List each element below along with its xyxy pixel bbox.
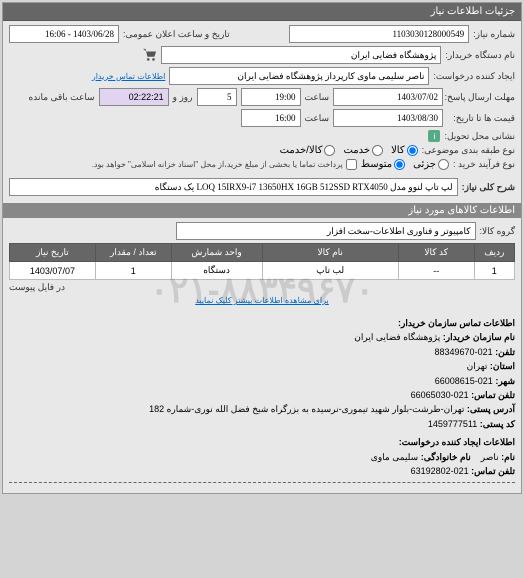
creator-phone: تلفن تماس: 021-63192802 <box>9 464 515 478</box>
th-row: ردیف <box>474 244 514 262</box>
process-radio-group: جزئی متوسط <box>361 159 449 170</box>
th-date: تاریخ نیاز <box>10 244 96 262</box>
radio-medium-input[interactable] <box>394 159 405 170</box>
radio-service[interactable]: خدمت <box>343 145 383 156</box>
contact-postal: آدرس پستی: تهران-طرشت-بلوار شهید تیموری-… <box>9 402 515 416</box>
days-input[interactable] <box>197 88 237 106</box>
td-code: -- <box>398 262 474 280</box>
announce-date-label: تاریخ و ساعت اعلان عمومی: <box>123 29 230 40</box>
row-process-type: نوع فرآیند خرید : جزئی متوسط پرداخت تمام… <box>9 159 515 170</box>
contact-org: نام سازمان خریدار: پژوهشگاه فضایی ایران <box>9 330 515 344</box>
td-qty: 1 <box>95 262 171 280</box>
payment-checkbox-input[interactable] <box>346 159 357 170</box>
contact-province: استان: تهران <box>9 359 515 373</box>
contact-phone: تلفن: 021-88349670 <box>9 345 515 359</box>
row-general-desc: شرح کلی نیاز: <box>9 178 515 196</box>
radio-small[interactable]: جزئی <box>413 159 449 170</box>
general-desc-label: شرح کلی نیاز: <box>462 182 515 193</box>
delivery-place-label: نشانی محل تحویل: <box>444 131 515 142</box>
contact-city: شهر: 021-66008615 <box>9 374 515 388</box>
creator-input[interactable] <box>169 67 429 85</box>
goods-section-title: اطلاعات کالاهای مورد نیاز <box>3 203 521 218</box>
deadline-date-input[interactable] <box>333 88 443 106</box>
row-deadline: مهلت ارسال پاسخ: تا تاریخ: ساعت روز و سا… <box>9 88 515 106</box>
announce-date-input[interactable] <box>9 25 119 43</box>
category-radio-group: کالا خدمت کالا/خدمت <box>280 145 418 156</box>
row-delivery: نشانی محل تحویل: i <box>9 130 515 142</box>
panel-title: جزئیات اطلاعات نیاز <box>3 3 521 21</box>
request-number-input[interactable] <box>289 25 469 43</box>
view-more-link[interactable]: برای مشاهده اطلاعات بیشتر کلیک نمایید <box>195 296 329 305</box>
creator-label: ایجاد کننده درخواست: <box>433 71 515 82</box>
general-desc-input[interactable] <box>9 178 458 196</box>
main-panel: جزئیات اطلاعات نیاز شماره نیاز: تاریخ و … <box>2 2 522 494</box>
group-input[interactable] <box>176 222 476 240</box>
deadline-hour-input[interactable] <box>241 88 301 106</box>
remaining-label: ساعت باقی مانده <box>29 92 95 103</box>
td-unit: دستگاه <box>171 262 262 280</box>
remaining-input <box>99 88 169 106</box>
process-type-label: نوع فرآیند خرید : <box>453 159 515 170</box>
th-unit: واحد شمارش <box>171 244 262 262</box>
attachment-note: در فایل پیوست <box>9 282 65 292</box>
th-name: نام کالا <box>262 244 398 262</box>
row-price-until: قیمت ها تا تاریخ: ساعت <box>9 109 515 127</box>
price-until-hour-input[interactable] <box>241 109 301 127</box>
radio-goods-input[interactable] <box>407 145 418 156</box>
form-section-2: گروه کالا: ردیف کد کالا نام کالا واحد شم… <box>3 218 521 310</box>
td-date: 1403/07/07 <box>10 262 96 280</box>
deadline-hour-label: ساعت <box>305 92 330 103</box>
creator-info-title: اطلاعات ایجاد کننده درخواست: <box>9 435 515 449</box>
contact-link[interactable]: اطلاعات تماس خریدار <box>92 72 165 81</box>
table-row[interactable]: 1 -- لب تاپ دستگاه 1 1403/07/07 <box>10 262 515 280</box>
deadline-label: مهلت ارسال پاسخ: تا تاریخ: <box>447 92 515 103</box>
radio-both-input[interactable] <box>324 145 335 156</box>
divider <box>9 482 515 483</box>
payment-note: پرداخت تماما یا بخشی از مبلغ خرید،از محل… <box>92 160 343 169</box>
cart-icon <box>143 48 157 62</box>
radio-both[interactable]: کالا/خدمت <box>280 145 336 156</box>
row-request-number: شماره نیاز: تاریخ و ساعت اعلان عمومی: <box>9 25 515 43</box>
price-until-hour-label: ساعت <box>305 113 330 124</box>
contact-fax: تلفن تماس: 021-66065030 <box>9 388 515 402</box>
th-qty: تعداد / مقدار <box>95 244 171 262</box>
row-buyer-org: نام دستگاه خریدار: <box>9 46 515 64</box>
radio-goods[interactable]: کالا <box>391 145 418 156</box>
table-header-row: ردیف کد کالا نام کالا واحد شمارش تعداد /… <box>10 244 515 262</box>
contact-section: اطلاعات تماس سازمان خریدار: نام سازمان خ… <box>3 310 521 493</box>
radio-small-input[interactable] <box>438 159 449 170</box>
row-creator: ایجاد کننده درخواست: اطلاعات تماس خریدار <box>9 67 515 85</box>
price-until-label: قیمت ها تا تاریخ: <box>447 113 515 124</box>
days-label: روز و <box>173 92 193 103</box>
payment-checkbox[interactable]: پرداخت تماما یا بخشی از مبلغ خرید،از محل… <box>92 159 357 170</box>
th-code: کد کالا <box>398 244 474 262</box>
radio-medium[interactable]: متوسط <box>361 159 405 170</box>
td-name: لب تاپ <box>262 262 398 280</box>
creator-name: نام: ناصر نام خانوادگی: سلیمی ماوی <box>9 450 515 464</box>
goods-table: ردیف کد کالا نام کالا واحد شمارش تعداد /… <box>9 243 515 280</box>
form-section-1: شماره نیاز: تاریخ و ساعت اعلان عمومی: نا… <box>3 21 521 203</box>
category-type-label: نوع طبقه بندی موضوعی: <box>422 145 515 156</box>
contact-postcode: کد پستی: 1459777511 <box>9 417 515 431</box>
contact-title: اطلاعات تماس سازمان خریدار: <box>9 316 515 330</box>
buyer-org-label: نام دستگاه خریدار: <box>445 50 515 61</box>
group-label: گروه کالا: <box>480 226 515 237</box>
row-category-type: نوع طبقه بندی موضوعی: کالا خدمت کالا/خدم… <box>9 145 515 156</box>
radio-service-input[interactable] <box>372 145 383 156</box>
info-icon[interactable]: i <box>428 130 440 142</box>
row-group: گروه کالا: <box>9 222 515 240</box>
request-number-label: شماره نیاز: <box>473 29 515 40</box>
price-until-date-input[interactable] <box>333 109 443 127</box>
td-row: 1 <box>474 262 514 280</box>
buyer-org-input[interactable] <box>161 46 441 64</box>
